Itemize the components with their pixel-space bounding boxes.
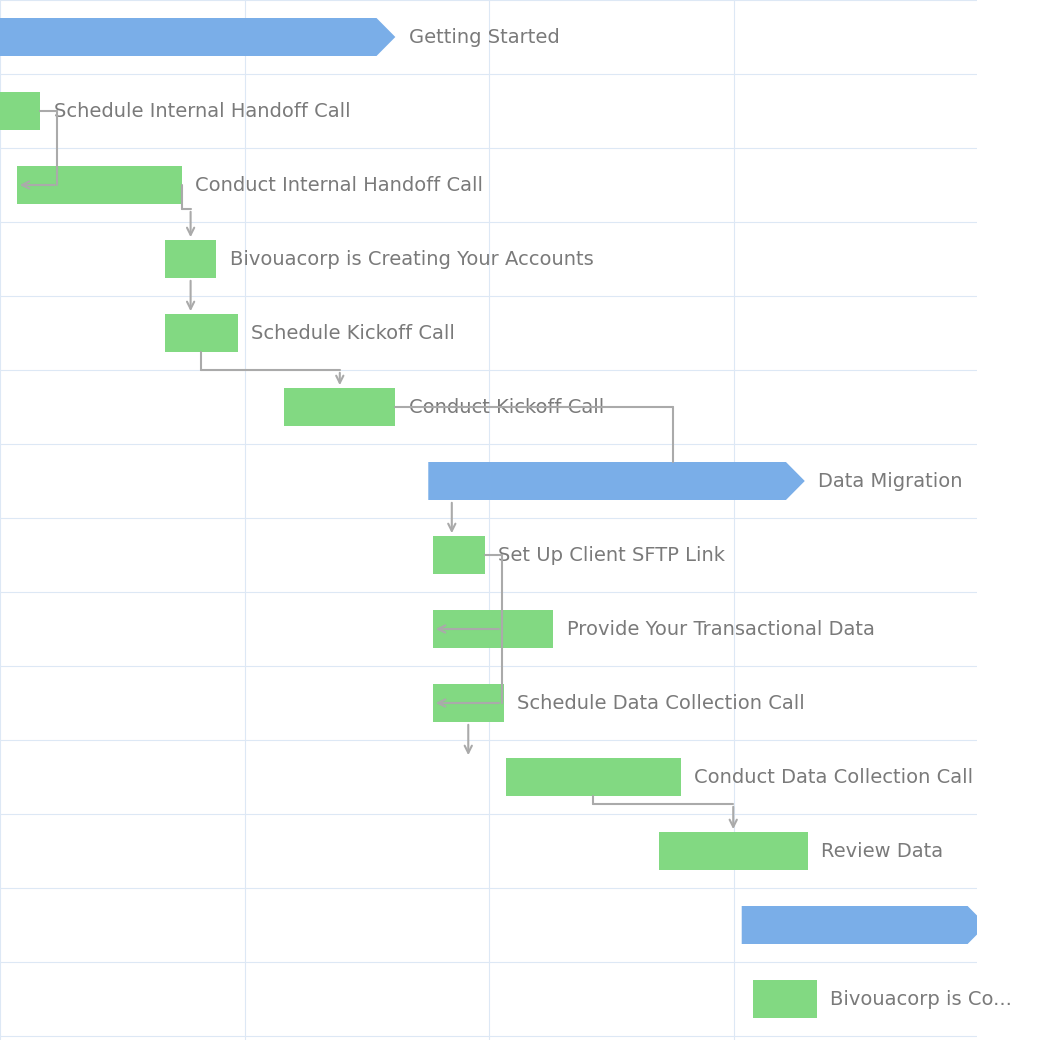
Bar bbox=[433, 610, 553, 648]
Bar bbox=[0, 92, 40, 130]
Bar bbox=[433, 684, 503, 722]
Bar bbox=[433, 536, 485, 574]
Text: Schedule Internal Handoff Call: Schedule Internal Handoff Call bbox=[54, 102, 350, 121]
Bar bbox=[659, 832, 808, 870]
Text: Schedule Data Collection Call: Schedule Data Collection Call bbox=[517, 694, 804, 712]
Text: Conduct Internal Handoff Call: Conduct Internal Handoff Call bbox=[195, 176, 483, 194]
Text: Review Data: Review Data bbox=[821, 841, 943, 860]
Polygon shape bbox=[0, 18, 395, 56]
Bar bbox=[284, 388, 395, 426]
Bar bbox=[17, 166, 182, 204]
Text: Getting Started: Getting Started bbox=[409, 27, 559, 47]
Polygon shape bbox=[742, 906, 986, 944]
Bar bbox=[507, 758, 681, 796]
Text: Bivouacorp is Creating Your Accounts: Bivouacorp is Creating Your Accounts bbox=[229, 250, 594, 268]
Bar bbox=[165, 314, 238, 352]
Bar bbox=[753, 980, 817, 1018]
Text: Provide Your Transactional Data: Provide Your Transactional Data bbox=[567, 620, 874, 639]
Text: Schedule Kickoff Call: Schedule Kickoff Call bbox=[251, 323, 456, 342]
Text: Set Up Client SFTP Link: Set Up Client SFTP Link bbox=[498, 546, 725, 565]
Text: Bivouacorp is Co...: Bivouacorp is Co... bbox=[830, 989, 1012, 1009]
Polygon shape bbox=[429, 462, 804, 500]
Bar bbox=[165, 240, 217, 278]
Text: Conduct Kickoff Call: Conduct Kickoff Call bbox=[409, 397, 604, 416]
Text: Data Migration: Data Migration bbox=[818, 471, 962, 491]
Text: Conduct Data Collection Call: Conduct Data Collection Call bbox=[693, 768, 973, 786]
